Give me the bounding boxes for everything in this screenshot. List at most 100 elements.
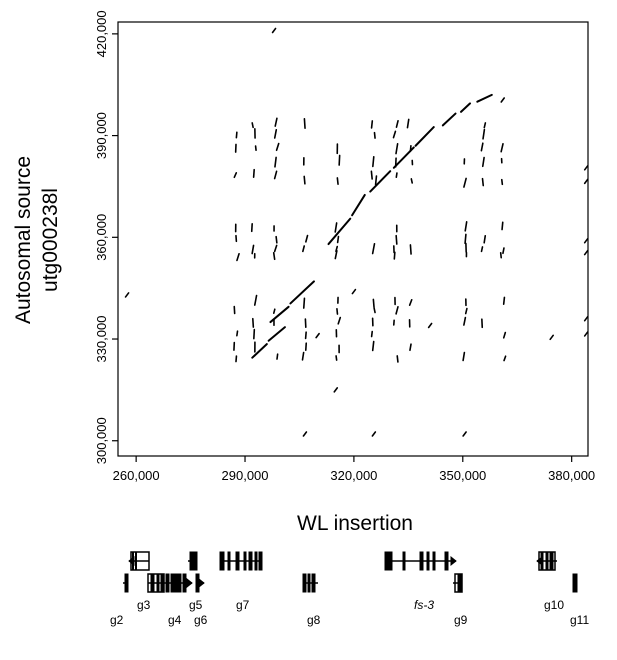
gene-g5-model xyxy=(188,551,198,571)
repeat-hit xyxy=(502,247,505,255)
repeat-hit xyxy=(373,131,376,139)
gene-g8-model xyxy=(302,573,318,593)
isolated-hit xyxy=(427,322,433,329)
repeat-hit xyxy=(372,298,375,308)
gene-label-g10: g10 xyxy=(544,598,564,612)
gene-g4-model xyxy=(147,573,193,593)
repeat-hit xyxy=(304,331,307,340)
repeat-hit xyxy=(236,330,239,337)
gene-label-g8: g8 xyxy=(307,613,321,627)
alignment-segment xyxy=(459,102,472,113)
repeat-hit xyxy=(463,177,467,188)
gene-g6-model xyxy=(195,573,205,593)
isolated-hit xyxy=(302,431,308,437)
repeat-hit xyxy=(273,128,278,139)
repeat-hit xyxy=(276,353,279,360)
isolated-hit xyxy=(124,292,130,298)
x-axis-title: WL insertion xyxy=(297,512,413,535)
repeat-hit xyxy=(395,234,398,245)
gene-label-g4: g4 xyxy=(168,613,182,627)
isolated-hit xyxy=(351,288,357,295)
repeat-hit xyxy=(483,122,487,129)
y-tick-label: 300,000 xyxy=(94,417,109,464)
repeat-hit xyxy=(272,251,276,261)
isolated-hit xyxy=(583,331,589,337)
repeat-hit xyxy=(233,171,238,179)
y-tick-label: 390,000 xyxy=(94,112,109,159)
isolated-hit xyxy=(500,97,506,103)
repeat-hit xyxy=(481,156,485,168)
repeat-hit xyxy=(273,244,278,253)
repeat-hit xyxy=(409,145,412,153)
repeat-hit xyxy=(481,177,485,187)
repeat-hit xyxy=(410,178,414,184)
repeat-hit xyxy=(464,233,467,245)
repeat-hit xyxy=(335,245,339,253)
repeat-hit xyxy=(483,234,487,244)
alignment-segment xyxy=(251,343,268,359)
repeat-hit xyxy=(501,221,504,231)
isolated-hit xyxy=(583,237,589,244)
repeat-hit xyxy=(499,251,503,259)
repeat-hit xyxy=(464,221,468,232)
repeat-hit xyxy=(334,250,338,260)
repeat-hit xyxy=(406,118,410,129)
repeat-hit xyxy=(336,235,340,244)
alignment-segment xyxy=(441,112,457,127)
x-axis: 260,000 290,000 320,000 350,000 380,000 xyxy=(113,456,595,483)
alignment-segment xyxy=(327,217,352,246)
repeat-hit xyxy=(236,252,240,262)
repeat-hit xyxy=(272,308,276,315)
x-tick-label: 350,000 xyxy=(439,468,486,483)
gene-label-g2: g2 xyxy=(110,613,124,627)
repeat-hit xyxy=(336,177,339,185)
alignment-segment xyxy=(267,326,286,342)
repeat-hit xyxy=(302,297,306,309)
alignment-segment xyxy=(476,93,493,103)
gene-label-g11: g11 xyxy=(570,613,589,627)
repeat-hit xyxy=(274,156,277,168)
repeat-hit xyxy=(503,355,507,362)
x-tick-label: 380,000 xyxy=(548,468,595,483)
isolated-hit xyxy=(315,332,320,339)
repeat-hit xyxy=(408,298,413,307)
repeat-hit xyxy=(480,142,484,152)
repeat-hit xyxy=(502,296,506,306)
alignment-segment xyxy=(351,193,366,217)
isolated-hit xyxy=(549,334,555,341)
repeat-hit xyxy=(275,142,280,152)
repeat-hit xyxy=(409,244,412,255)
repeat-hit xyxy=(392,130,397,139)
y-tick-label: 360,000 xyxy=(94,214,109,261)
repeat-hit xyxy=(301,351,305,361)
repeat-hit xyxy=(251,244,255,255)
repeat-hit xyxy=(500,142,504,153)
y-axis: 300,000 330,000 360,000 390,000 420,000 xyxy=(94,10,118,464)
gene-model-track xyxy=(123,551,578,593)
repeat-hit xyxy=(373,307,376,314)
isolated-hit xyxy=(462,431,467,437)
repeat-hit xyxy=(370,120,374,129)
gene-g9-model xyxy=(453,573,463,593)
isolated-hit xyxy=(333,387,339,393)
repeat-hit xyxy=(372,155,375,168)
isolated-hit xyxy=(583,164,589,171)
repeat-hit xyxy=(463,316,467,326)
repeat-hit xyxy=(336,308,339,315)
repeat-hit xyxy=(395,120,399,128)
alignment-segment xyxy=(414,126,435,147)
gene-g11-model xyxy=(572,573,578,593)
gene-g10-model xyxy=(536,551,557,571)
repeat-hit xyxy=(395,172,398,179)
repeat-hit xyxy=(370,170,373,180)
repeat-hit xyxy=(335,355,338,361)
repeat-hit xyxy=(395,305,399,315)
alignment-segment xyxy=(289,280,315,305)
gene-g3-model xyxy=(128,551,150,571)
gene-label-g6: g6 xyxy=(194,613,208,627)
repeat-hit xyxy=(371,340,375,352)
plot-frame xyxy=(117,21,589,457)
x-tick-label: 290,000 xyxy=(222,468,269,483)
gene-label-fs3: fs-3 xyxy=(414,598,434,612)
